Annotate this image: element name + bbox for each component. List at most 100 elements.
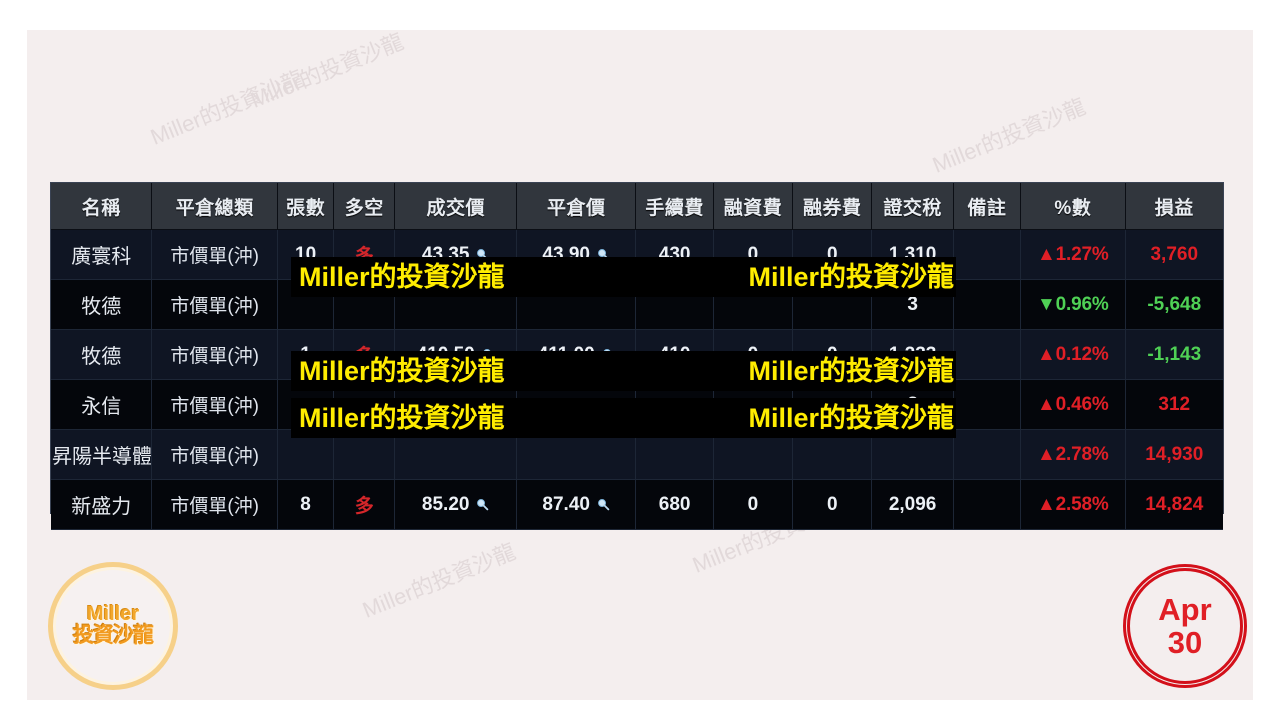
cell-margin-fee (713, 279, 794, 330)
cell-close-type: 市價單(沖) (151, 279, 278, 330)
col-header-fee[interactable]: 手續費 (635, 183, 714, 230)
cell-lots: 8 (277, 479, 335, 530)
cell-side-value: 多 (354, 496, 374, 517)
brand-logo: Miller 投資沙龍 (48, 562, 178, 690)
col-header-name[interactable]: 名稱 (51, 183, 153, 230)
cell-tax-value: 1,310 (888, 243, 937, 265)
table-row[interactable]: 廣寰科 市價單(沖) 10 多 43.35 43.90 430 0 0 1,310 ▲1.27% 3,… (51, 229, 1223, 280)
col-header-fill-price[interactable]: 成交價 (394, 183, 517, 230)
cell-fill-price (394, 379, 517, 430)
col-header-margin-fee[interactable]: 融資費 (713, 183, 794, 230)
cell-tax-value: 8 (907, 393, 918, 415)
date-badge-day: 30 (1167, 625, 1203, 660)
cell-pct-value: ▲1.27% (1037, 243, 1109, 265)
cell-margin-fee (713, 429, 794, 480)
cell-close-type: 市價單(沖) (151, 229, 278, 280)
cell-close-type: 市價單(沖) (151, 329, 278, 380)
cell-fee (635, 379, 714, 430)
cell-close-price (516, 379, 637, 430)
cell-pnl: -5,648 (1125, 279, 1223, 330)
magnifier-icon[interactable] (482, 345, 495, 360)
cell-lots-value: 10 (295, 243, 317, 265)
cell-name-value: 昇陽半導體 (52, 446, 152, 468)
background-watermark: Miller的投資沙龍 (246, 30, 407, 113)
cell-tax: 1,310 (871, 229, 954, 280)
col-header-pnl[interactable]: 損益 (1125, 183, 1223, 230)
cell-pct: ▲0.12% (1020, 329, 1126, 380)
cell-pct-value: ▲2.78% (1037, 443, 1109, 465)
cell-pnl-value: -1,143 (1147, 343, 1202, 365)
cell-close-price (516, 429, 637, 480)
magnifier-icon[interactable] (597, 495, 610, 510)
cell-close-price: 411.00 (516, 329, 637, 380)
table-row[interactable]: 牧德 市價單(沖) 3 ▼0.96% -5,648 (51, 279, 1223, 330)
col-header-side[interactable]: 多空 (333, 183, 396, 230)
cell-note (953, 379, 1022, 430)
table-row[interactable]: 牧德 市價單(沖) 1 多 410.50 411.00 410 0 0 1.233 ▲0.12% -1… (51, 329, 1223, 380)
cell-short-fee-value: 0 (826, 493, 838, 515)
cell-pct: ▲1.27% (1020, 229, 1126, 280)
cell-name-value: 牧德 (81, 296, 122, 318)
cell-fee: 430 (635, 229, 714, 280)
cell-name: 牧德 (51, 279, 153, 330)
col-header-close-type[interactable]: 平倉總類 (151, 183, 278, 230)
cell-tax: 2,096 (871, 479, 954, 530)
cell-name-value: 牧德 (81, 346, 122, 368)
cell-lots (277, 379, 335, 430)
cell-lots: 10 (277, 229, 335, 280)
col-header-lots[interactable]: 張數 (277, 183, 335, 230)
cell-name-value: 永信 (81, 396, 122, 418)
cell-tax-value: 2,096 (888, 493, 937, 515)
cell-margin-fee: 0 (713, 479, 794, 530)
trade-table: 名稱 平倉總類 張數 多空 成交價 平倉價 手續費 融資費 融券費 證交稅 備註… (51, 183, 1223, 530)
cell-fee (635, 279, 714, 330)
cell-name: 昇陽半導體 (51, 429, 153, 480)
cell-pct-value: ▲2.58% (1037, 493, 1109, 515)
cell-close-price: 87.40 (516, 479, 637, 530)
table-row[interactable]: 新盛力 市價單(沖) 8 多 85.20 87.40 680 0 0 2,096 ▲2.58% 14,… (51, 479, 1223, 530)
cell-margin-fee-value: 0 (747, 493, 759, 515)
cell-close-price: 43.90 (516, 229, 637, 280)
table-row[interactable]: 永信 市價單(沖) 8 ▲0.46% 312 (51, 379, 1223, 430)
cell-fee-value: 410 (658, 343, 691, 365)
cell-pnl-value: -5,648 (1147, 293, 1202, 315)
col-header-short-fee[interactable]: 融券費 (792, 183, 873, 230)
cell-tax-value: 1.233 (888, 343, 937, 365)
cell-close-type-value: 市價單(沖) (170, 496, 260, 517)
magnifier-icon[interactable] (476, 245, 489, 260)
table-header-row: 名稱 平倉總類 張數 多空 成交價 平倉價 手續費 融資費 融券費 證交稅 備註… (51, 183, 1223, 230)
col-header-pct[interactable]: %數 (1020, 183, 1126, 230)
cell-close-type-value: 市價單(沖) (170, 396, 260, 417)
magnifier-icon[interactable] (597, 245, 610, 260)
cell-margin-fee: 0 (713, 229, 794, 280)
cell-short-fee (792, 379, 873, 430)
col-header-note[interactable]: 備註 (953, 183, 1022, 230)
cell-margin-fee-value: 0 (747, 343, 759, 365)
background-watermark: Miller的投資沙龍 (928, 93, 1089, 178)
cell-name: 永信 (51, 379, 153, 430)
cell-close-type: 市價單(沖) (151, 379, 278, 430)
cell-name-value: 廣寰科 (71, 246, 132, 268)
cell-side: 多 (333, 479, 396, 530)
cell-name: 牧德 (51, 329, 153, 380)
magnifier-icon[interactable] (476, 495, 489, 510)
slide-canvas: Miller的投資沙龍 Miller的投資沙龍 Miller的投資沙龍 Miller的… (27, 30, 1253, 700)
cell-pnl-value: 312 (1158, 393, 1191, 415)
brand-logo-line2: 投資沙龍 (73, 624, 154, 648)
date-badge: Apr 30 (1123, 564, 1247, 688)
cell-side-value: 多 (354, 246, 374, 267)
magnifier-icon[interactable] (602, 345, 615, 360)
cell-note (953, 479, 1022, 530)
cell-short-fee (792, 429, 873, 480)
cell-close-type-value: 市價單(沖) (170, 346, 260, 367)
cell-short-fee: 0 (792, 329, 873, 380)
brand-logo-line1: Miller (86, 603, 140, 626)
cell-close-price-value: 87.40 (542, 493, 590, 515)
col-header-close-price[interactable]: 平倉價 (516, 183, 637, 230)
cell-pct: ▲0.46% (1020, 379, 1126, 430)
date-badge-month: Apr (1158, 591, 1212, 627)
col-header-tax[interactable]: 證交稅 (871, 183, 954, 230)
cell-pct-value: ▲0.12% (1037, 343, 1109, 365)
cell-note (953, 279, 1022, 330)
table-row[interactable]: 昇陽半導體 市價單(沖) ▲2.78% 14,930 (51, 429, 1223, 480)
